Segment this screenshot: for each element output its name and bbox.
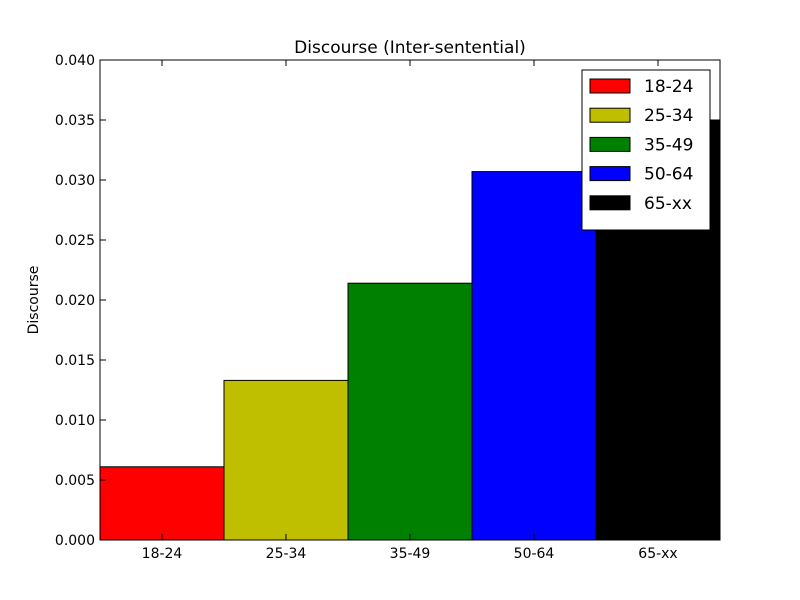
- legend-swatch-50-64: [589, 166, 631, 182]
- y-tick-label: 0.015: [55, 353, 95, 369]
- legend: 18-24 25-34 35-49 50-64 65-xx: [581, 69, 711, 231]
- legend-label-25-34: 25-34: [644, 106, 693, 126]
- legend-label-18-24: 18-24: [644, 77, 693, 97]
- y-tick-label: 0.030: [55, 173, 95, 189]
- bar-35-49: [347, 282, 473, 541]
- x-tick-label: 18-24: [142, 546, 183, 562]
- chart-title: Discourse (Inter-sentential): [294, 38, 526, 58]
- y-axis-label: Discourse: [26, 266, 42, 335]
- legend-swatch-25-34: [589, 107, 631, 123]
- x-tick-label: 35-49: [390, 546, 431, 562]
- legend-swatch-18-24: [589, 78, 631, 94]
- y-tick-label: 0.020: [55, 293, 95, 309]
- y-tick-label: 0.000: [55, 533, 95, 549]
- legend-label-65-xx: 65-xx: [644, 194, 692, 214]
- bar-18-24: [99, 466, 225, 541]
- y-tick-label: 0.010: [55, 413, 95, 429]
- legend-swatch-65-xx: [589, 195, 631, 211]
- y-tick-label: 0.035: [55, 113, 95, 129]
- y-tick-label: 0.025: [55, 233, 95, 249]
- legend-label-50-64: 50-64: [644, 165, 693, 185]
- bar-25-34: [223, 379, 349, 541]
- bar-50-64: [471, 171, 597, 541]
- x-tick-label: 50-64: [514, 546, 555, 562]
- x-tick-label: 65-xx: [638, 546, 677, 562]
- x-tick-label: 25-34: [266, 546, 307, 562]
- y-tick-label: 0.005: [55, 473, 95, 489]
- axes-group: 0.000 0.005 0.010 0.015 0.020 0.025 0.030 0.035…: [55, 53, 721, 562]
- y-tick-label: 0.040: [55, 53, 95, 69]
- legend-label-35-49: 35-49: [644, 135, 693, 155]
- legend-swatch-35-49: [589, 136, 631, 152]
